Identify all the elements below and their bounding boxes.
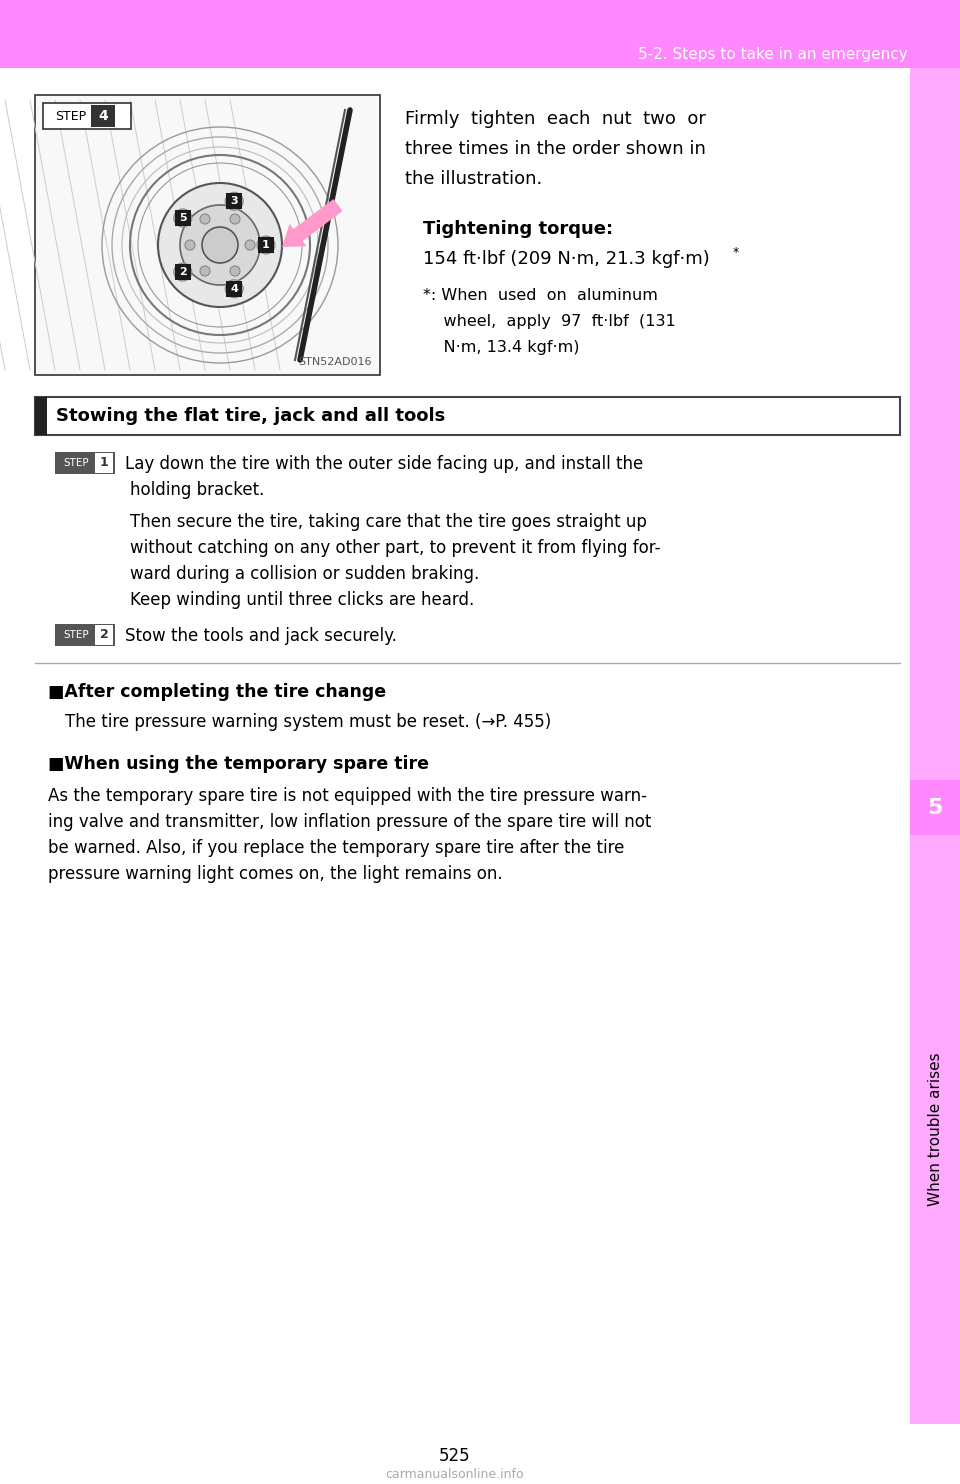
Text: 5: 5 — [179, 214, 186, 223]
Bar — [0, 0, 960, 68]
Text: be warned. Also, if you replace the temporary spare tire after the tire: be warned. Also, if you replace the temp… — [48, 838, 624, 856]
Text: 3: 3 — [230, 196, 238, 206]
Text: 154 ft·lbf (209 N·m, 21.3 kgf·m): 154 ft·lbf (209 N·m, 21.3 kgf·m) — [423, 249, 709, 269]
Text: holding bracket.: holding bracket. — [130, 481, 264, 499]
Text: 5: 5 — [927, 797, 943, 818]
Bar — [35, 398, 47, 435]
Circle shape — [226, 193, 243, 211]
Text: *: When  used  on  aluminum: *: When used on aluminum — [423, 288, 658, 303]
Bar — [43, 102, 131, 129]
Bar — [95, 625, 113, 646]
FancyArrow shape — [282, 199, 343, 246]
Text: three times in the order shown in: three times in the order shown in — [405, 139, 706, 157]
Circle shape — [257, 236, 275, 254]
Text: wheel,  apply  97  ft·lbf  (131: wheel, apply 97 ft·lbf (131 — [423, 315, 676, 329]
Bar — [910, 835, 960, 1425]
Circle shape — [185, 240, 195, 249]
Text: When trouble arises: When trouble arises — [927, 1052, 943, 1206]
Text: Tightening torque:: Tightening torque: — [423, 220, 613, 237]
Bar — [55, 623, 115, 646]
Bar — [95, 453, 113, 473]
Text: 4: 4 — [230, 283, 238, 294]
Text: without catching on any other part, to prevent it from flying for-: without catching on any other part, to p… — [130, 539, 660, 556]
Text: pressure warning light comes on, the light remains on.: pressure warning light comes on, the lig… — [48, 865, 503, 883]
Circle shape — [226, 280, 243, 298]
Text: STEP: STEP — [63, 459, 88, 467]
Circle shape — [230, 214, 240, 224]
Text: The tire pressure warning system must be reset. (→P. 455): The tire pressure warning system must be… — [65, 712, 551, 732]
Text: the illustration.: the illustration. — [405, 171, 542, 188]
Circle shape — [200, 266, 210, 276]
Bar — [91, 105, 115, 128]
Text: 1: 1 — [262, 240, 270, 249]
Circle shape — [174, 263, 192, 280]
Bar — [227, 193, 242, 209]
Text: 1: 1 — [100, 457, 108, 469]
Text: Keep winding until three clicks are heard.: Keep winding until three clicks are hear… — [130, 591, 474, 608]
Text: As the temporary spare tire is not equipped with the tire pressure warn-: As the temporary spare tire is not equip… — [48, 787, 647, 804]
Circle shape — [174, 209, 192, 227]
Bar — [35, 398, 900, 435]
Text: 2: 2 — [179, 267, 186, 278]
Text: STN52AD016: STN52AD016 — [299, 358, 372, 367]
Bar — [258, 237, 274, 252]
Bar — [227, 280, 242, 297]
Text: STEP: STEP — [55, 110, 86, 123]
Text: 2: 2 — [100, 629, 108, 641]
Text: 4: 4 — [98, 108, 108, 123]
Circle shape — [230, 266, 240, 276]
Text: Lay down the tire with the outer side facing up, and install the: Lay down the tire with the outer side fa… — [125, 456, 643, 473]
Text: ■After completing the tire change: ■After completing the tire change — [48, 683, 386, 700]
Bar — [175, 209, 191, 226]
Text: 5-2. Steps to take in an emergency: 5-2. Steps to take in an emergency — [638, 46, 908, 61]
Text: ■When using the temporary spare tire: ■When using the temporary spare tire — [48, 755, 429, 773]
Text: Then secure the tire, taking care that the tire goes straight up: Then secure the tire, taking care that t… — [130, 513, 647, 531]
Bar — [35, 95, 380, 375]
Circle shape — [202, 227, 238, 263]
Text: Stowing the flat tire, jack and all tools: Stowing the flat tire, jack and all tool… — [56, 407, 445, 424]
Text: ing valve and transmitter, low inflation pressure of the spare tire will not: ing valve and transmitter, low inflation… — [48, 813, 652, 831]
Circle shape — [200, 214, 210, 224]
Text: STEP: STEP — [63, 631, 88, 640]
Bar — [55, 453, 115, 473]
Text: ward during a collision or sudden braking.: ward during a collision or sudden brakin… — [130, 565, 479, 583]
Text: carmanualsonline.info: carmanualsonline.info — [386, 1468, 524, 1481]
Bar — [910, 781, 960, 835]
Bar — [910, 68, 960, 781]
Bar — [175, 264, 191, 280]
Text: Firmly  tighten  each  nut  two  or: Firmly tighten each nut two or — [405, 110, 706, 128]
Text: *: * — [733, 246, 739, 260]
Circle shape — [158, 183, 282, 307]
Circle shape — [245, 240, 255, 249]
Text: 525: 525 — [439, 1447, 470, 1465]
Text: N·m, 13.4 kgf·m): N·m, 13.4 kgf·m) — [423, 340, 580, 355]
Circle shape — [180, 205, 260, 285]
Text: Stow the tools and jack securely.: Stow the tools and jack securely. — [125, 628, 396, 646]
